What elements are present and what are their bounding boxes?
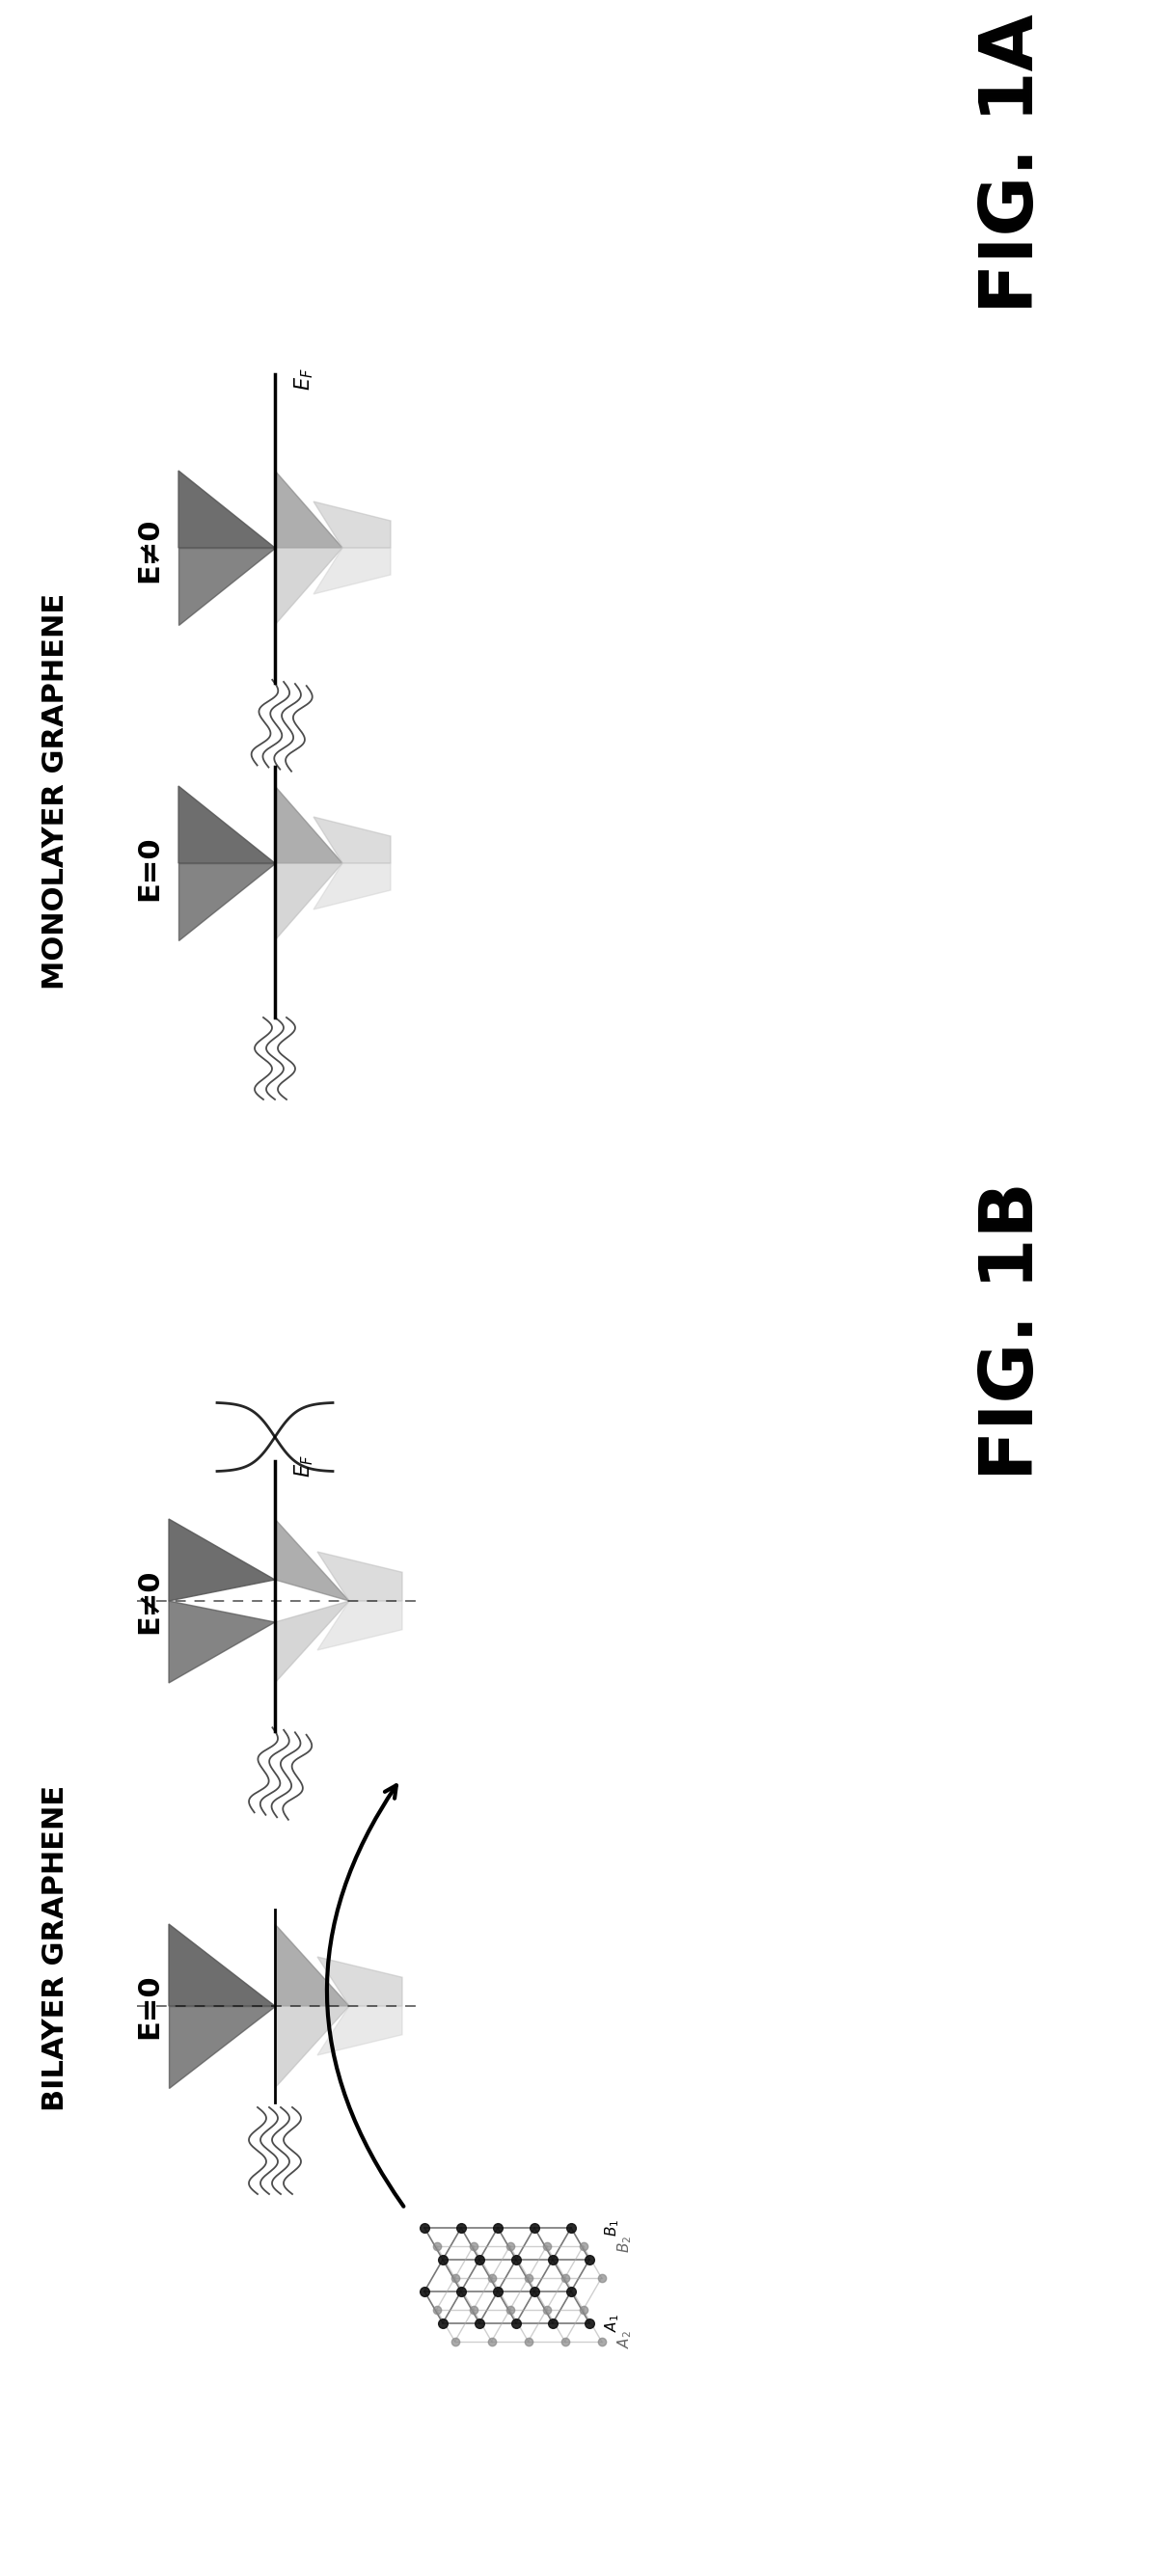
Polygon shape <box>274 863 343 940</box>
Text: FIG. 1A: FIG. 1A <box>977 13 1049 314</box>
Polygon shape <box>274 1924 350 2007</box>
Polygon shape <box>178 786 274 863</box>
Polygon shape <box>178 549 274 626</box>
Polygon shape <box>274 786 343 863</box>
Text: E≠0: E≠0 <box>136 1569 163 1633</box>
Polygon shape <box>313 502 391 549</box>
Text: $E_F$: $E_F$ <box>292 1455 316 1479</box>
Text: $B_1$: $B_1$ <box>604 2218 622 2236</box>
Polygon shape <box>274 2007 350 2089</box>
Text: $A_2$: $A_2$ <box>616 2329 633 2349</box>
Polygon shape <box>178 863 274 940</box>
Polygon shape <box>169 1520 274 1600</box>
Polygon shape <box>169 2007 274 2089</box>
Text: BILAYER GRAPHENE: BILAYER GRAPHENE <box>42 1785 70 2112</box>
Polygon shape <box>318 1551 402 1600</box>
Text: E=0: E=0 <box>136 835 163 902</box>
Text: MONOLAYER GRAPHENE: MONOLAYER GRAPHENE <box>42 592 70 989</box>
Polygon shape <box>318 1600 402 1651</box>
Text: FIG. 1B: FIG. 1B <box>977 1182 1049 1481</box>
Polygon shape <box>169 1924 274 2007</box>
Text: $E_F$: $E_F$ <box>292 368 316 392</box>
Text: E=0: E=0 <box>136 1973 163 2038</box>
Polygon shape <box>313 817 391 863</box>
Text: E≠0: E≠0 <box>136 518 163 582</box>
Text: $B_2$: $B_2$ <box>616 2236 633 2251</box>
Polygon shape <box>274 1600 350 1682</box>
Polygon shape <box>313 863 391 909</box>
Polygon shape <box>178 471 274 549</box>
Polygon shape <box>313 549 391 595</box>
Text: $A_1$: $A_1$ <box>604 2313 622 2331</box>
Polygon shape <box>274 471 343 549</box>
Polygon shape <box>169 1600 274 1682</box>
Polygon shape <box>274 1520 350 1600</box>
FancyArrowPatch shape <box>327 1785 404 2208</box>
Polygon shape <box>318 2007 402 2056</box>
Polygon shape <box>274 549 343 626</box>
Polygon shape <box>318 1958 402 2007</box>
